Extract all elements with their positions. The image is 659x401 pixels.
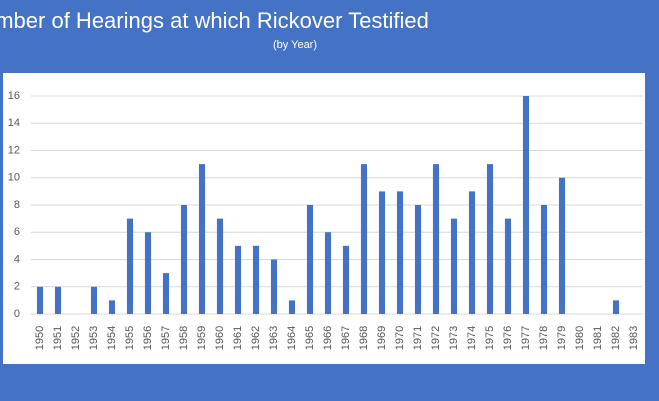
y-tick-label: 0 xyxy=(14,308,20,320)
bar xyxy=(36,286,44,314)
bar xyxy=(540,205,548,314)
bar xyxy=(486,164,494,314)
bar xyxy=(288,300,296,314)
bar xyxy=(90,286,98,314)
x-tick-label: 1967 xyxy=(340,326,352,350)
bar xyxy=(270,259,278,314)
y-tick-label: 14 xyxy=(8,117,20,129)
bar xyxy=(432,164,440,314)
x-tick-label: 1950 xyxy=(34,326,46,350)
x-tick-label: 1965 xyxy=(304,326,316,350)
x-tick-label: 1951 xyxy=(52,326,64,350)
x-tick-label: 1972 xyxy=(430,326,442,350)
chart-title: Number of Hearings at which Rickover Tes… xyxy=(0,8,429,33)
bar xyxy=(252,245,260,314)
x-tick-label: 1977 xyxy=(520,326,532,350)
x-tick-label: 1960 xyxy=(214,326,226,350)
x-tick-label: 1963 xyxy=(268,326,280,350)
bar xyxy=(450,218,458,314)
x-tick-label: 1970 xyxy=(394,326,406,350)
bar xyxy=(306,205,314,314)
y-tick-label: 6 xyxy=(14,226,20,238)
bar xyxy=(378,191,386,314)
x-tick-label: 1961 xyxy=(232,326,244,350)
x-tick-label: 1979 xyxy=(556,326,568,350)
plot-panel xyxy=(3,73,645,364)
bar xyxy=(324,232,332,314)
x-tick-label: 1981 xyxy=(592,326,604,350)
y-tick-label: 12 xyxy=(8,144,20,156)
x-tick-label: 1982 xyxy=(610,326,622,350)
x-tick-label: 1966 xyxy=(322,326,334,350)
bar xyxy=(504,218,512,314)
x-tick-label: 1976 xyxy=(502,326,514,350)
x-tick-label: 1962 xyxy=(250,326,262,350)
y-tick-label: 10 xyxy=(8,172,20,184)
bar xyxy=(198,164,206,314)
bar xyxy=(54,286,62,314)
bar xyxy=(612,300,620,314)
bar xyxy=(522,96,530,314)
y-tick-label: 4 xyxy=(14,253,20,265)
bar xyxy=(396,191,404,314)
bar xyxy=(144,232,152,314)
x-tick-label: 1971 xyxy=(412,326,424,350)
x-tick-label: 1958 xyxy=(178,326,190,350)
bar xyxy=(234,245,242,314)
x-tick-label: 1968 xyxy=(358,326,370,350)
y-tick-label: 16 xyxy=(8,90,20,102)
x-tick-label: 1983 xyxy=(628,326,640,350)
x-tick-label: 1980 xyxy=(574,326,586,350)
x-tick-label: 1978 xyxy=(538,326,550,350)
x-tick-label: 1957 xyxy=(160,326,172,350)
bar xyxy=(558,177,566,314)
x-tick-label: 1952 xyxy=(70,326,82,350)
bar xyxy=(162,273,170,314)
chart-subtitle: (by Year) xyxy=(273,39,317,51)
bar xyxy=(342,245,350,314)
x-tick-label: 1959 xyxy=(196,326,208,350)
x-tick-label: 1974 xyxy=(466,326,478,350)
y-tick-label: 8 xyxy=(14,199,20,211)
bar xyxy=(360,164,368,314)
x-tick-label: 1969 xyxy=(376,326,388,350)
x-tick-label: 1955 xyxy=(124,326,136,350)
bar xyxy=(126,218,134,314)
bar xyxy=(108,300,116,314)
x-tick-label: 1973 xyxy=(448,326,460,350)
bar xyxy=(216,218,224,314)
bar xyxy=(468,191,476,314)
x-tick-label: 1954 xyxy=(106,326,118,350)
x-tick-label: 1964 xyxy=(286,326,298,350)
x-tick-label: 1956 xyxy=(142,326,154,350)
x-tick-label: 1953 xyxy=(88,326,100,350)
bar xyxy=(180,205,188,314)
bar xyxy=(414,205,422,314)
y-tick-label: 2 xyxy=(14,281,20,293)
x-tick-label: 1975 xyxy=(484,326,496,350)
